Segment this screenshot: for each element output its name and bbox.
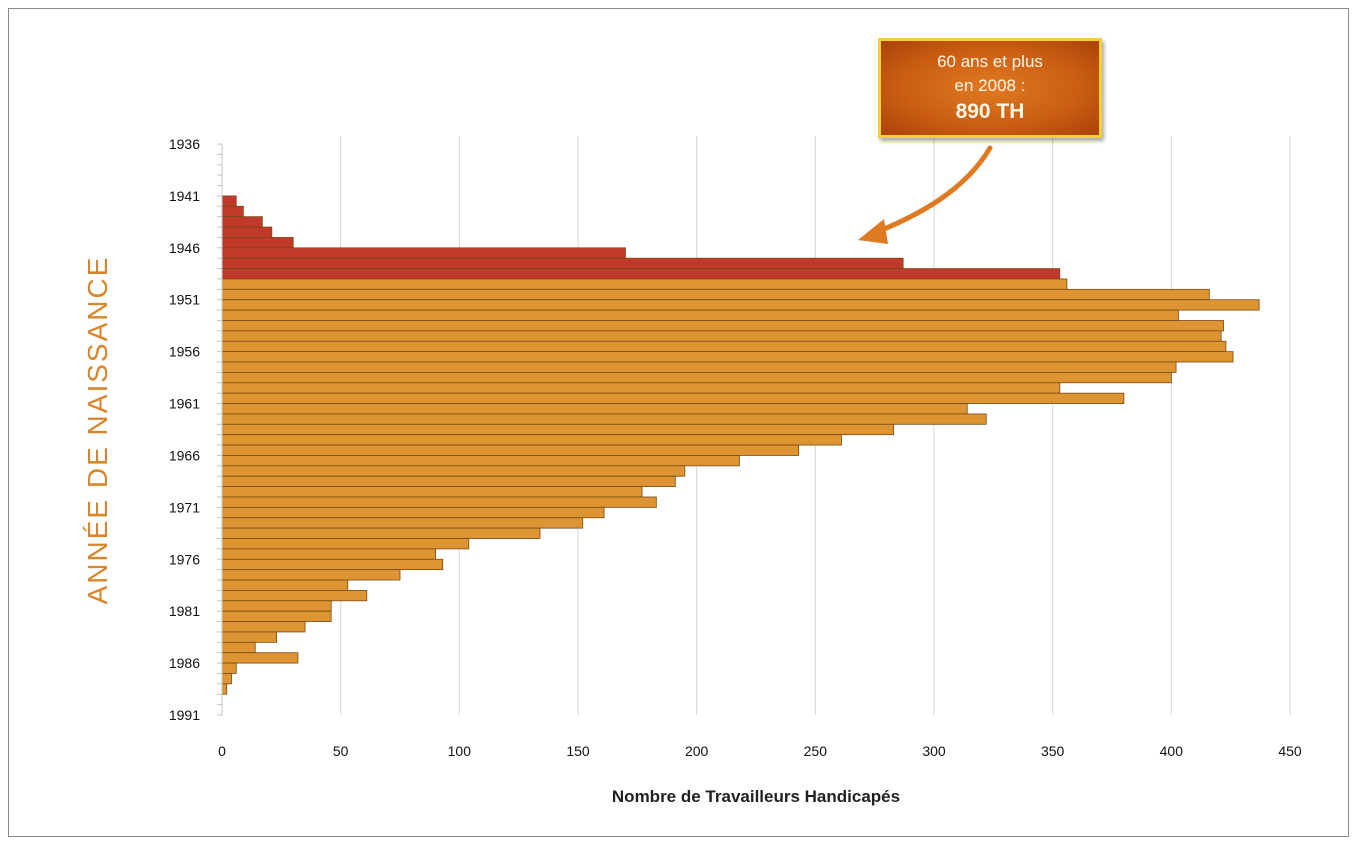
bar-1946 xyxy=(221,247,626,259)
bar-1971 xyxy=(221,506,605,519)
axes: 0 50 100 150 200 250 300 350 400 450 1936 1941 1946 1… xyxy=(169,136,1302,759)
bar-1962 xyxy=(221,413,987,425)
bar-1976 xyxy=(221,558,444,571)
annotation-callout: 60 ans et plus en 2008 : 890 TH xyxy=(878,38,1102,138)
x-tick-label: 350 xyxy=(1041,743,1065,759)
y-tick-label: 1981 xyxy=(169,603,200,619)
bar-1973 xyxy=(221,527,541,539)
x-tick-label: 450 xyxy=(1278,743,1302,759)
y-tick-label: 1941 xyxy=(169,188,200,204)
bar-1944 xyxy=(221,226,273,238)
annotation-line-1: 60 ans et plus xyxy=(937,52,1043,71)
x-tick-label: 50 xyxy=(333,743,349,759)
x-tick-label: 300 xyxy=(922,743,946,759)
gridlines xyxy=(340,136,1291,715)
x-axis-title: Nombre de Travailleurs Handicapés xyxy=(612,787,900,806)
bar-1967 xyxy=(221,465,686,477)
bar-1972 xyxy=(221,517,584,529)
annotation-line-3: 890 TH xyxy=(955,100,1025,123)
y-tick-label: 1966 xyxy=(169,447,200,463)
bar-1953 xyxy=(221,320,1224,332)
bar-1965 xyxy=(221,444,800,456)
y-tick-label: 1976 xyxy=(169,551,200,567)
bar-1980 xyxy=(221,600,332,612)
bar-1966 xyxy=(221,455,740,467)
x-tick-label: 0 xyxy=(218,743,226,759)
bar-1947 xyxy=(221,257,904,269)
x-tick-label: 150 xyxy=(566,743,590,759)
bar-1956 xyxy=(221,351,1234,363)
bar-1942 xyxy=(221,205,244,218)
y-tick-label: 1991 xyxy=(169,707,200,723)
y-tick-label: 1971 xyxy=(169,499,200,515)
y-tick-label: 1951 xyxy=(169,292,200,308)
bar-1955 xyxy=(221,340,1227,353)
bar-1968 xyxy=(221,475,676,487)
y-tick-label: 1956 xyxy=(169,344,200,360)
annotation-arrow-head xyxy=(858,219,888,244)
bar-1961 xyxy=(221,403,968,415)
bar-1959 xyxy=(221,382,1061,394)
bar-1954 xyxy=(221,330,1222,342)
bar-1988 xyxy=(221,683,228,695)
bars xyxy=(221,195,1260,695)
annotation-arrow-shaft xyxy=(869,145,993,237)
annotation-line-2: en 2008 : xyxy=(954,76,1026,95)
bar-1941 xyxy=(221,195,237,207)
bar-1963 xyxy=(221,423,895,436)
bar-1969 xyxy=(221,486,643,498)
bar-1948 xyxy=(221,268,1061,280)
bar-1981 xyxy=(221,610,332,622)
bar-1987 xyxy=(221,673,232,685)
bar-1957 xyxy=(221,361,1177,373)
annotation-arrow xyxy=(858,145,993,244)
y-tick-label: 1936 xyxy=(169,136,200,152)
bar-1984 xyxy=(221,641,256,654)
bar-1970 xyxy=(221,496,657,508)
bar-1986 xyxy=(221,662,237,674)
bar-1964 xyxy=(221,434,842,446)
bar-1951 xyxy=(221,299,1260,311)
bar-1949 xyxy=(221,278,1068,290)
x-tick-label: 100 xyxy=(448,743,472,759)
y-tick-label: 1986 xyxy=(169,655,200,671)
bar-1960 xyxy=(221,392,1125,404)
x-tick-label: 200 xyxy=(685,743,709,759)
bar-1950 xyxy=(221,288,1210,301)
bar-1978 xyxy=(221,579,349,591)
y-axis-title: ANNÉE DE NAISSANCE xyxy=(82,256,113,605)
bar-1958 xyxy=(221,371,1172,384)
bar-1943 xyxy=(221,216,263,228)
bar-1979 xyxy=(221,590,368,602)
x-tick-label: 250 xyxy=(804,743,828,759)
bar-1945 xyxy=(221,237,294,249)
y-tick-label: 1946 xyxy=(169,240,200,256)
bar-1982 xyxy=(221,621,306,633)
y-tick-label: 1961 xyxy=(169,396,200,412)
bar-1952 xyxy=(221,309,1179,321)
bar-1975 xyxy=(221,548,437,560)
bar-1977 xyxy=(221,569,401,581)
bar-1974 xyxy=(221,538,470,550)
x-tick-label: 400 xyxy=(1160,743,1184,759)
bar-1983 xyxy=(221,631,277,643)
bar-1985 xyxy=(221,652,299,664)
